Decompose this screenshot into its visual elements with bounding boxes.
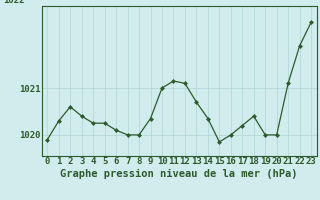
- X-axis label: Graphe pression niveau de la mer (hPa): Graphe pression niveau de la mer (hPa): [60, 169, 298, 179]
- Text: 1022: 1022: [3, 0, 24, 5]
